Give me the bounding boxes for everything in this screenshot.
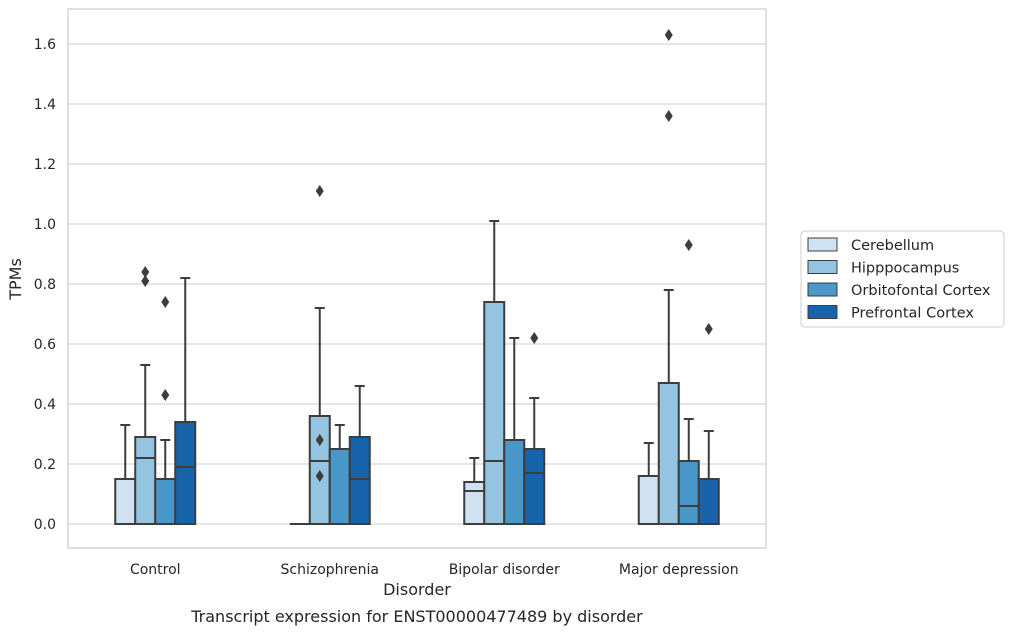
box-group: [134, 266, 157, 525]
box-group: [657, 29, 680, 525]
outlier-point: [664, 110, 673, 122]
box: [328, 448, 351, 525]
legend-swatch: [807, 260, 838, 274]
y-tick-label: 0.6: [34, 337, 56, 353]
x-tick-label: Bipolar disorder: [449, 562, 560, 578]
box: [637, 475, 660, 525]
box-group: [348, 385, 371, 525]
y-tick-label: 1.6: [34, 37, 56, 53]
box: [174, 421, 197, 525]
box: [657, 382, 680, 525]
y-tick-label: 1.2: [34, 157, 56, 173]
chart-caption: Transcript expression for ENST0000047748…: [190, 607, 643, 626]
box-group: [114, 424, 137, 525]
box: [523, 448, 546, 525]
x-tick-label: Schizophrenia: [281, 562, 379, 578]
boxes: [114, 29, 720, 525]
outlier-point: [530, 332, 539, 344]
legend-label: Hipppocampus: [851, 261, 959, 277]
y-tick-label: 0.4: [34, 397, 56, 413]
box-group: [483, 220, 506, 525]
y-tick-label: 0.8: [34, 277, 56, 293]
y-axis-ticks: 0.0 0.2 0.4 0.6 0.8 1.0 1.2 1.4 1.6: [34, 37, 56, 533]
x-axis-title: Disorder: [383, 580, 451, 599]
box: [348, 436, 371, 525]
outlier-point: [141, 275, 150, 287]
outlier-point: [315, 434, 324, 446]
outlier-point: [141, 266, 150, 278]
box-group: [328, 424, 351, 525]
box: [677, 460, 700, 525]
box-group: [523, 332, 546, 525]
box-group: [308, 185, 331, 525]
y-axis-title: TPMs: [6, 258, 25, 301]
box: [463, 481, 486, 525]
box-group: [154, 296, 177, 525]
outlier-point: [161, 296, 170, 308]
legend-label: Cerebellum: [851, 238, 934, 254]
plot-frame: [67, 8, 767, 549]
x-tick-label: Control: [130, 562, 181, 578]
outlier-point: [315, 470, 324, 482]
box: [483, 301, 506, 525]
y-tick-label: 1.0: [34, 217, 56, 233]
outlier-point: [704, 323, 713, 335]
x-tick-label: Major depression: [619, 562, 739, 578]
legend-label: Prefrontal Cortex: [851, 306, 974, 322]
y-tick-label: 0.2: [34, 457, 56, 473]
legend-swatch: [807, 237, 838, 252]
outlier-point: [684, 239, 693, 251]
box-group: [637, 442, 660, 525]
box-group: [677, 239, 700, 525]
box-group: [174, 277, 197, 525]
box: [503, 439, 526, 525]
legend-swatch: [807, 282, 838, 297]
box: [697, 478, 720, 525]
outlier-point: [161, 389, 170, 401]
box-group: [503, 337, 526, 525]
outlier-point: [664, 29, 673, 41]
box: [154, 478, 177, 525]
y-tick-label: 0.0: [34, 517, 56, 533]
box: [114, 478, 137, 525]
outlier-point: [315, 185, 324, 197]
box-group: [697, 323, 720, 525]
legend-swatch: [807, 305, 838, 319]
y-tick-label: 1.4: [34, 97, 56, 113]
box: [134, 436, 157, 525]
legend-frame: [800, 230, 1005, 328]
box-group: [463, 457, 486, 525]
legend-label: Orbitofontal Cortex: [851, 283, 991, 299]
legend: Cerebellum Hipppocampus Orbitofontal Corte…: [800, 230, 1005, 328]
x-axis-ticks: Control Schizophrenia Bipolar disorder Majo…: [130, 562, 739, 578]
